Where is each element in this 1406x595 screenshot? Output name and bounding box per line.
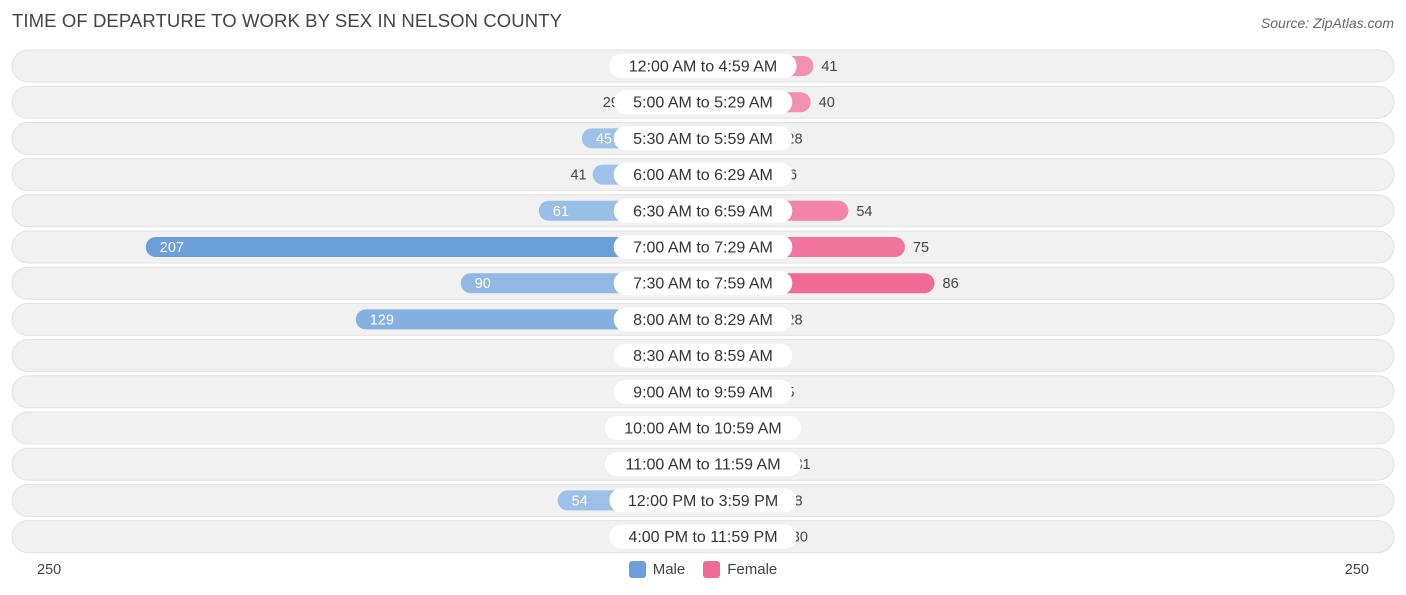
female-value-label: 54 <box>856 204 872 220</box>
category-label-pill <box>605 452 801 477</box>
category-label-pill <box>613 235 793 259</box>
category-label-pill <box>613 126 793 151</box>
category-label: 12:00 PM to 3:59 PM <box>628 493 778 510</box>
category-label: 12:00 AM to 4:59 AM <box>629 59 778 76</box>
category-label-pill <box>613 162 793 187</box>
category-label: 7:30 AM to 7:59 AM <box>633 276 773 293</box>
legend-label-female: Female <box>727 561 778 578</box>
category-label-pill <box>613 198 793 223</box>
female-value-label: 75 <box>913 240 929 256</box>
category-label-pill <box>609 54 797 78</box>
category-label: 4:00 PM to 11:59 PM <box>628 529 777 546</box>
category-label-pill <box>613 379 793 404</box>
category-label-pill <box>613 271 793 296</box>
category-label: 5:30 AM to 5:59 AM <box>633 131 773 148</box>
legend-swatch-male <box>628 561 646 578</box>
axis-left-label: 250 <box>37 562 62 578</box>
male-value-label: 90 <box>475 276 491 292</box>
category-label: 9:00 AM to 9:59 AM <box>633 384 773 401</box>
category-label-pill <box>609 488 797 513</box>
male-value-label: 207 <box>160 240 184 256</box>
category-label: 8:30 AM to 8:59 AM <box>633 348 773 365</box>
category-label: 6:30 AM to 6:59 AM <box>633 203 773 220</box>
axis-right-label: 250 <box>1344 562 1369 578</box>
category-label-pill <box>609 524 797 549</box>
male-value-label: 54 <box>572 493 588 509</box>
category-label: 11:00 AM to 11:59 AM <box>625 457 780 474</box>
legend-item-male[interactable]: Male <box>628 561 686 578</box>
category-label-pill <box>613 90 793 115</box>
legend-item-female[interactable]: Female <box>703 561 777 578</box>
category-label-pill <box>613 343 793 368</box>
male-value-label: 129 <box>370 312 394 328</box>
category-label: 7:00 AM to 7:29 AM <box>633 240 773 257</box>
legend-label-male: Male <box>652 561 686 578</box>
category-label-pill <box>605 416 801 440</box>
category-label: 10:00 AM to 10:59 AM <box>624 421 781 438</box>
category-label-pill <box>613 307 793 332</box>
source-label: Source: ZipAtlas.com <box>1260 15 1394 31</box>
female-value-label: 86 <box>943 276 959 292</box>
male-value-label: 61 <box>553 204 569 220</box>
legend-swatch-female <box>703 561 721 578</box>
legend: Male Female <box>0 561 1406 578</box>
female-value-label: 41 <box>821 59 837 75</box>
category-label: 5:00 AM to 5:29 AM <box>633 95 773 112</box>
male-value-label: 41 <box>570 168 586 184</box>
female-value-label: 40 <box>819 95 835 111</box>
category-label: 6:00 AM to 6:29 AM <box>633 167 773 184</box>
category-label: 8:00 AM to 8:29 AM <box>633 312 773 329</box>
male-value-label: 45 <box>596 131 612 147</box>
chart-title: TIME OF DEPARTURE TO WORK BY SEX IN NELS… <box>12 10 563 31</box>
male-bar <box>145 237 704 257</box>
